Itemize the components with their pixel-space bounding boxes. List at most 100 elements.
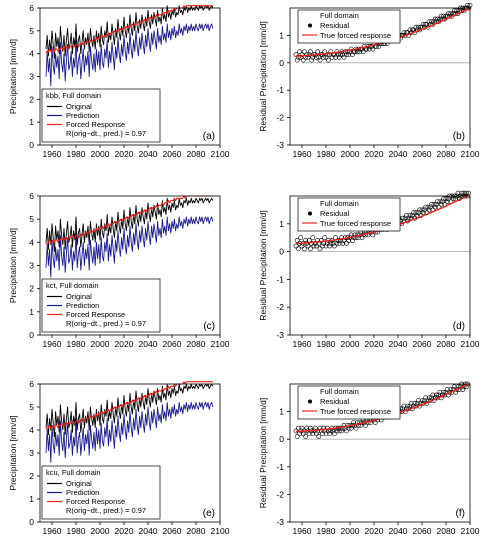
residual-point	[425, 204, 431, 210]
legend-item-label: Residual	[320, 209, 350, 218]
residual-point	[303, 433, 308, 439]
residual-point	[343, 52, 349, 57]
legend-item-label: Forced Response	[66, 310, 125, 319]
y-tick-label: -3	[276, 140, 284, 150]
residual-point	[435, 16, 440, 22]
residual-point	[357, 49, 362, 55]
residual-point	[295, 54, 301, 60]
x-tick-label: 2020	[115, 149, 134, 159]
y-tick-label: -1	[276, 274, 284, 284]
residual-point	[367, 420, 373, 425]
plot-frame	[289, 7, 471, 146]
x-tick-label: 1960	[293, 149, 312, 159]
x-tick-label: 1960	[293, 526, 312, 536]
panel-e: 1960 1980 2000 2020 2040 2060 2080 2100 0 1 2 3 4 5 6 P…	[8, 379, 230, 536]
residual-point	[420, 210, 426, 216]
residual-point	[415, 210, 421, 216]
residual-point	[324, 52, 330, 57]
residual-point	[424, 21, 430, 27]
residual-point	[450, 196, 456, 202]
residual-point	[331, 431, 337, 437]
legend-item-label: Residual	[320, 21, 350, 30]
x-tick-label: 2040	[139, 149, 158, 159]
y-tick-label: 1	[279, 407, 284, 417]
x-tick-label: 2060	[163, 339, 182, 349]
legend-box	[297, 197, 401, 232]
y-tick-label: 0	[29, 330, 34, 340]
x-tick-label: 2080	[187, 339, 206, 349]
legend-box	[41, 88, 161, 143]
residual-point	[426, 19, 432, 25]
legend-box	[41, 465, 161, 520]
legend-title: kcu, Full domain	[46, 468, 101, 477]
panel-label: (c)	[203, 321, 215, 332]
residual-point	[407, 403, 413, 409]
residual-point	[423, 395, 428, 401]
residual-point	[340, 52, 346, 57]
residual-point	[330, 240, 336, 246]
residual-point	[336, 240, 342, 246]
x-tick-label: 2020	[115, 339, 134, 349]
residual-point	[427, 204, 433, 210]
x-tick-label: 1980	[67, 149, 86, 159]
series-line-forced-response	[45, 195, 213, 246]
legend-swatch	[308, 399, 312, 404]
residual-point	[298, 235, 304, 241]
residual-point	[343, 240, 349, 246]
legend-item-label: Residual	[320, 397, 350, 406]
residual-point	[420, 21, 426, 27]
x-tick-label: 2020	[115, 526, 134, 536]
x-tick-label: 2000	[341, 526, 360, 536]
y-tick-label: 1	[279, 30, 284, 40]
panel-label: (f)	[456, 508, 465, 519]
residual-point	[413, 210, 419, 216]
x-tick-label: 2000	[91, 526, 110, 536]
legend-box	[297, 9, 401, 44]
residual-point	[334, 240, 340, 246]
residual-point	[415, 24, 421, 30]
plot-area	[45, 381, 214, 463]
legend-item-label: Forced Response	[66, 120, 125, 129]
y-tick-label: 1	[29, 307, 34, 317]
panel-d: 1960 1980 2000 2020 2040 2060 2080 2100 -3 -2 -1 0 1…	[258, 190, 480, 349]
y-tick-label: 1	[29, 494, 34, 504]
x-tick-label: 2000	[91, 339, 110, 349]
series-line-prediction	[45, 401, 214, 463]
legend-item-label: Original	[66, 292, 92, 301]
x-tick-label: 2080	[437, 526, 456, 536]
residual-point	[299, 425, 305, 431]
residual-point	[401, 403, 407, 409]
residual-point	[403, 213, 409, 218]
residual-point	[298, 54, 304, 60]
residual-point	[301, 246, 307, 252]
residual-point	[319, 243, 325, 249]
residual-point	[346, 52, 352, 57]
series-line-original	[45, 5, 214, 59]
x-tick-label: 2080	[187, 526, 206, 536]
plot-frame	[289, 195, 471, 336]
residual-point	[432, 204, 438, 210]
y-tick-label: 4	[29, 49, 34, 59]
residual-point	[409, 213, 415, 218]
residual-point	[334, 428, 340, 434]
residual-point	[421, 398, 427, 403]
series-line-prediction	[45, 23, 214, 87]
residual-point	[312, 240, 318, 246]
residual-point	[430, 392, 436, 398]
x-tick-label: 2000	[341, 149, 360, 159]
residual-point	[461, 190, 467, 196]
residual-point	[327, 243, 332, 249]
y-tick-label: 0	[279, 434, 284, 444]
legend-swatch	[308, 23, 312, 28]
residual-point	[442, 392, 448, 398]
residual-point	[438, 201, 444, 207]
residual-point	[414, 400, 420, 406]
residual-point	[451, 384, 457, 390]
x-tick-label: 2060	[413, 149, 432, 159]
panel-label: (e)	[203, 508, 215, 519]
legend-title: Full domain	[320, 11, 359, 20]
legend-note: R(orig−dt., pred.) = 0.97	[66, 319, 146, 328]
